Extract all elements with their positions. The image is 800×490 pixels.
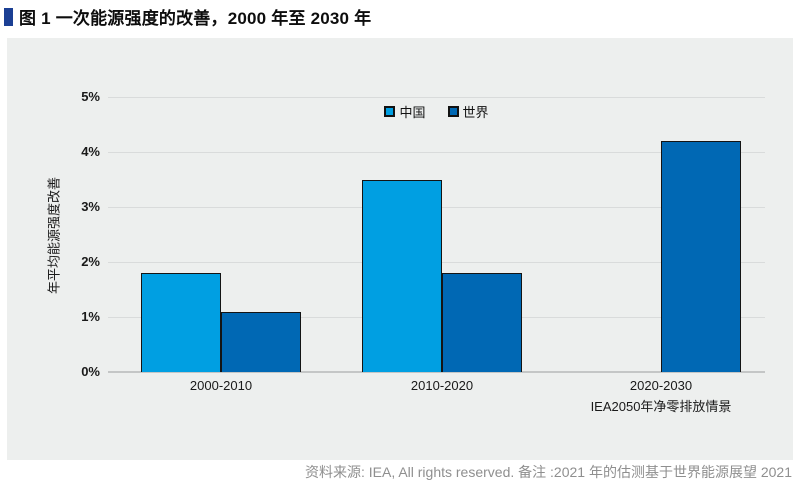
bar-2000-2010-世界 bbox=[221, 311, 301, 372]
x-axis-label: 2020-2030 bbox=[629, 378, 693, 393]
legend: 中国 世界 bbox=[108, 102, 765, 121]
x-axis-label: 2010-2020 bbox=[410, 378, 474, 393]
legend-item: 世界 bbox=[447, 102, 489, 121]
y-axis-tick-label: 2% bbox=[81, 254, 100, 269]
x-axis-label: 2000-2010 bbox=[189, 378, 253, 393]
figure-title: 图 1 一次能源强度的改善，2000 年至 2030 年 bbox=[19, 9, 372, 28]
x-axis-sublabel: IEA2050年净零排放情景 bbox=[590, 399, 732, 414]
title-marker-icon bbox=[4, 7, 13, 26]
figure-title-row: 图 1 一次能源强度的改善，2000 年至 2030 年 bbox=[4, 4, 371, 29]
legend-label: 中国 bbox=[399, 105, 426, 120]
legend-swatch-icon bbox=[384, 106, 396, 117]
y-axis-tick-label: 1% bbox=[81, 309, 100, 324]
y-axis-tick-label: 0% bbox=[81, 364, 100, 379]
legend-item: 中国 bbox=[384, 102, 426, 121]
gridline bbox=[108, 97, 765, 98]
x-axis-line bbox=[108, 371, 765, 373]
bar-2010-2020-世界 bbox=[442, 273, 522, 372]
y-axis-tick-label: 5% bbox=[81, 89, 100, 104]
bar-2000-2010-中国 bbox=[141, 273, 221, 372]
legend-label: 世界 bbox=[462, 105, 489, 120]
bar-2020-2030-世界 bbox=[661, 141, 741, 372]
y-axis-tick-label: 3% bbox=[81, 199, 100, 214]
bar-2010-2020-中国 bbox=[362, 179, 442, 372]
y-axis-title: 年平均能源强度改善 bbox=[46, 177, 62, 295]
gridline bbox=[108, 152, 765, 153]
source-note: 资料来源: IEA, All rights reserved. 备注 :2021… bbox=[304, 464, 792, 480]
legend-swatch-icon bbox=[447, 106, 459, 117]
y-axis-tick-label: 4% bbox=[81, 144, 100, 159]
